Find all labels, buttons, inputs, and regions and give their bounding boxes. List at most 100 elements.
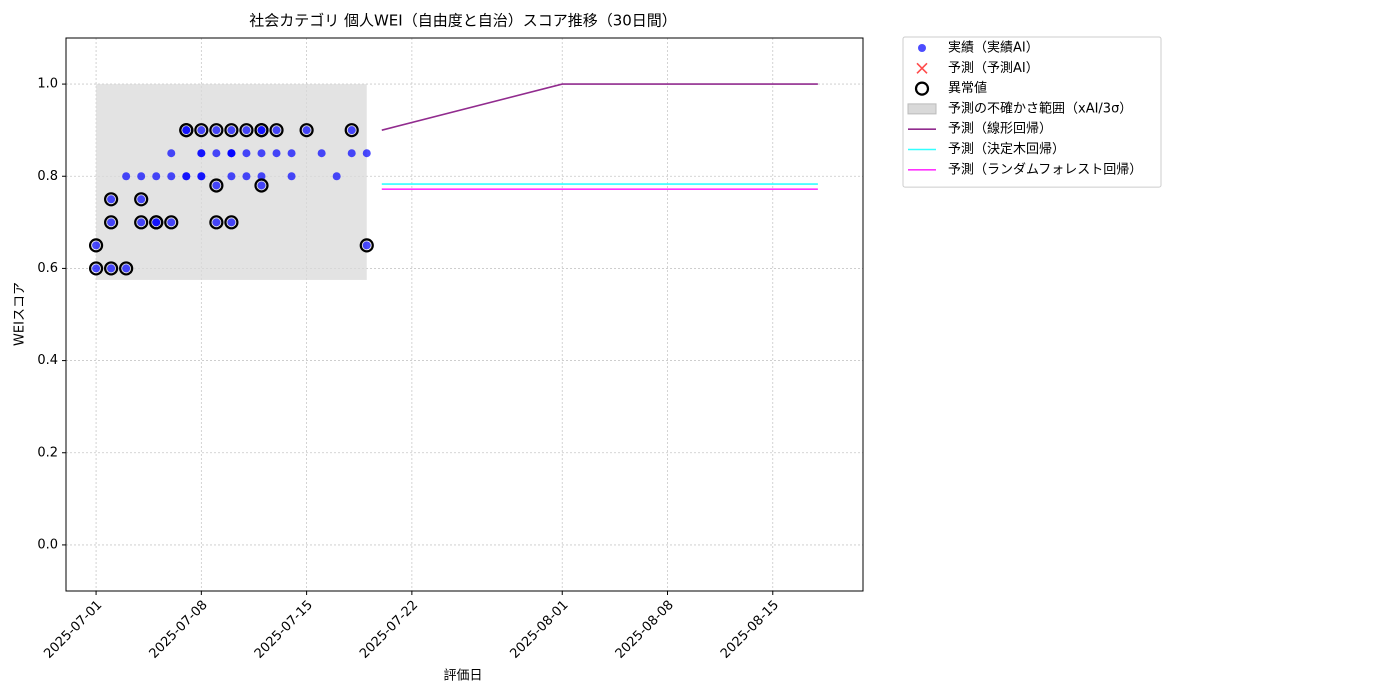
point	[257, 172, 266, 181]
point	[167, 218, 176, 227]
point	[287, 149, 296, 158]
x-tick-label: 2025-07-08	[147, 598, 211, 662]
point	[257, 126, 266, 135]
point	[317, 149, 326, 158]
point	[239, 123, 254, 138]
point	[197, 172, 206, 181]
point	[347, 126, 356, 135]
y-tick-label: 0.6	[37, 261, 58, 276]
point	[104, 215, 119, 230]
point	[137, 218, 146, 227]
point	[212, 149, 221, 158]
point	[92, 241, 101, 250]
point	[359, 238, 374, 253]
point	[242, 149, 251, 158]
point	[122, 264, 131, 273]
legend-label: 予測（決定木回帰）	[948, 141, 1065, 157]
point	[362, 149, 371, 158]
point	[88, 238, 104, 253]
legend-swatch	[914, 81, 930, 96]
point	[257, 149, 266, 158]
point	[104, 192, 119, 207]
point	[212, 126, 221, 135]
point	[227, 126, 236, 135]
uncertainty-band	[96, 84, 367, 280]
point	[149, 215, 164, 230]
point	[152, 172, 161, 181]
point	[134, 192, 149, 207]
point	[137, 195, 146, 204]
point	[107, 264, 116, 273]
point	[92, 264, 101, 273]
legend-label: 予測（予測AI）	[948, 61, 1039, 76]
chart-title: 社会カテゴリ 個人WEI（自由度と自治）スコア推移（30日間）	[249, 12, 677, 30]
line	[381, 83, 818, 131]
point	[272, 149, 281, 158]
point	[137, 172, 146, 181]
x-axis-label: 評価日	[443, 669, 482, 684]
legend-swatch	[916, 62, 928, 74]
point	[107, 218, 116, 227]
point	[119, 261, 134, 276]
point	[197, 149, 206, 158]
point	[227, 172, 236, 181]
point	[122, 172, 131, 181]
point	[272, 126, 281, 135]
y-tick-label: 0.0	[37, 537, 58, 552]
point	[227, 218, 236, 227]
point	[287, 172, 296, 181]
legend-label: 予測（線形回帰）	[948, 121, 1052, 137]
legend-label: 予測の不確かさ範囲（xAI/3σ）	[948, 100, 1132, 116]
point	[209, 123, 224, 138]
point	[302, 126, 311, 135]
point	[167, 172, 176, 181]
point	[134, 215, 149, 230]
point	[179, 123, 194, 138]
point	[209, 215, 224, 230]
point	[362, 241, 371, 250]
point	[107, 195, 116, 204]
point	[299, 123, 314, 138]
point	[242, 126, 251, 135]
point	[182, 126, 191, 135]
point	[227, 149, 236, 158]
point	[152, 218, 161, 227]
point	[212, 181, 221, 190]
legend-swatch	[907, 103, 937, 115]
y-tick-label: 1.0	[37, 77, 58, 92]
point	[347, 149, 356, 158]
x-tick-label: 2025-08-01	[508, 598, 572, 662]
x-tick-label: 2025-07-15	[252, 598, 316, 662]
legend-box	[902, 36, 1162, 188]
point	[224, 215, 239, 230]
point	[242, 172, 251, 181]
point	[212, 218, 221, 227]
point	[344, 123, 359, 138]
y-axis-label: WEIスコア	[13, 282, 28, 346]
point	[257, 181, 266, 190]
point	[197, 126, 206, 135]
legend-swatch	[918, 44, 926, 52]
y-tick-label: 0.2	[37, 445, 58, 460]
x-tick-label: 2025-07-01	[41, 598, 105, 662]
legend-label: 実績（実績AI）	[948, 40, 1039, 56]
point	[269, 123, 284, 138]
y-tick-label: 0.8	[37, 169, 58, 184]
y-tick-label: 0.4	[37, 353, 58, 368]
plot-frame	[65, 37, 864, 592]
legend-label: 異常値	[948, 80, 987, 96]
point	[104, 261, 119, 276]
point	[254, 178, 269, 193]
x-tick-label: 2025-08-15	[718, 598, 782, 662]
point	[194, 123, 209, 138]
x-tick-label: 2025-07-22	[357, 598, 421, 662]
point	[88, 261, 104, 276]
legend-label: 予測（ランダムフォレスト回帰）	[948, 161, 1142, 177]
point	[182, 172, 191, 181]
point	[164, 215, 179, 230]
point	[332, 172, 341, 181]
point	[224, 123, 239, 138]
point	[254, 123, 269, 138]
